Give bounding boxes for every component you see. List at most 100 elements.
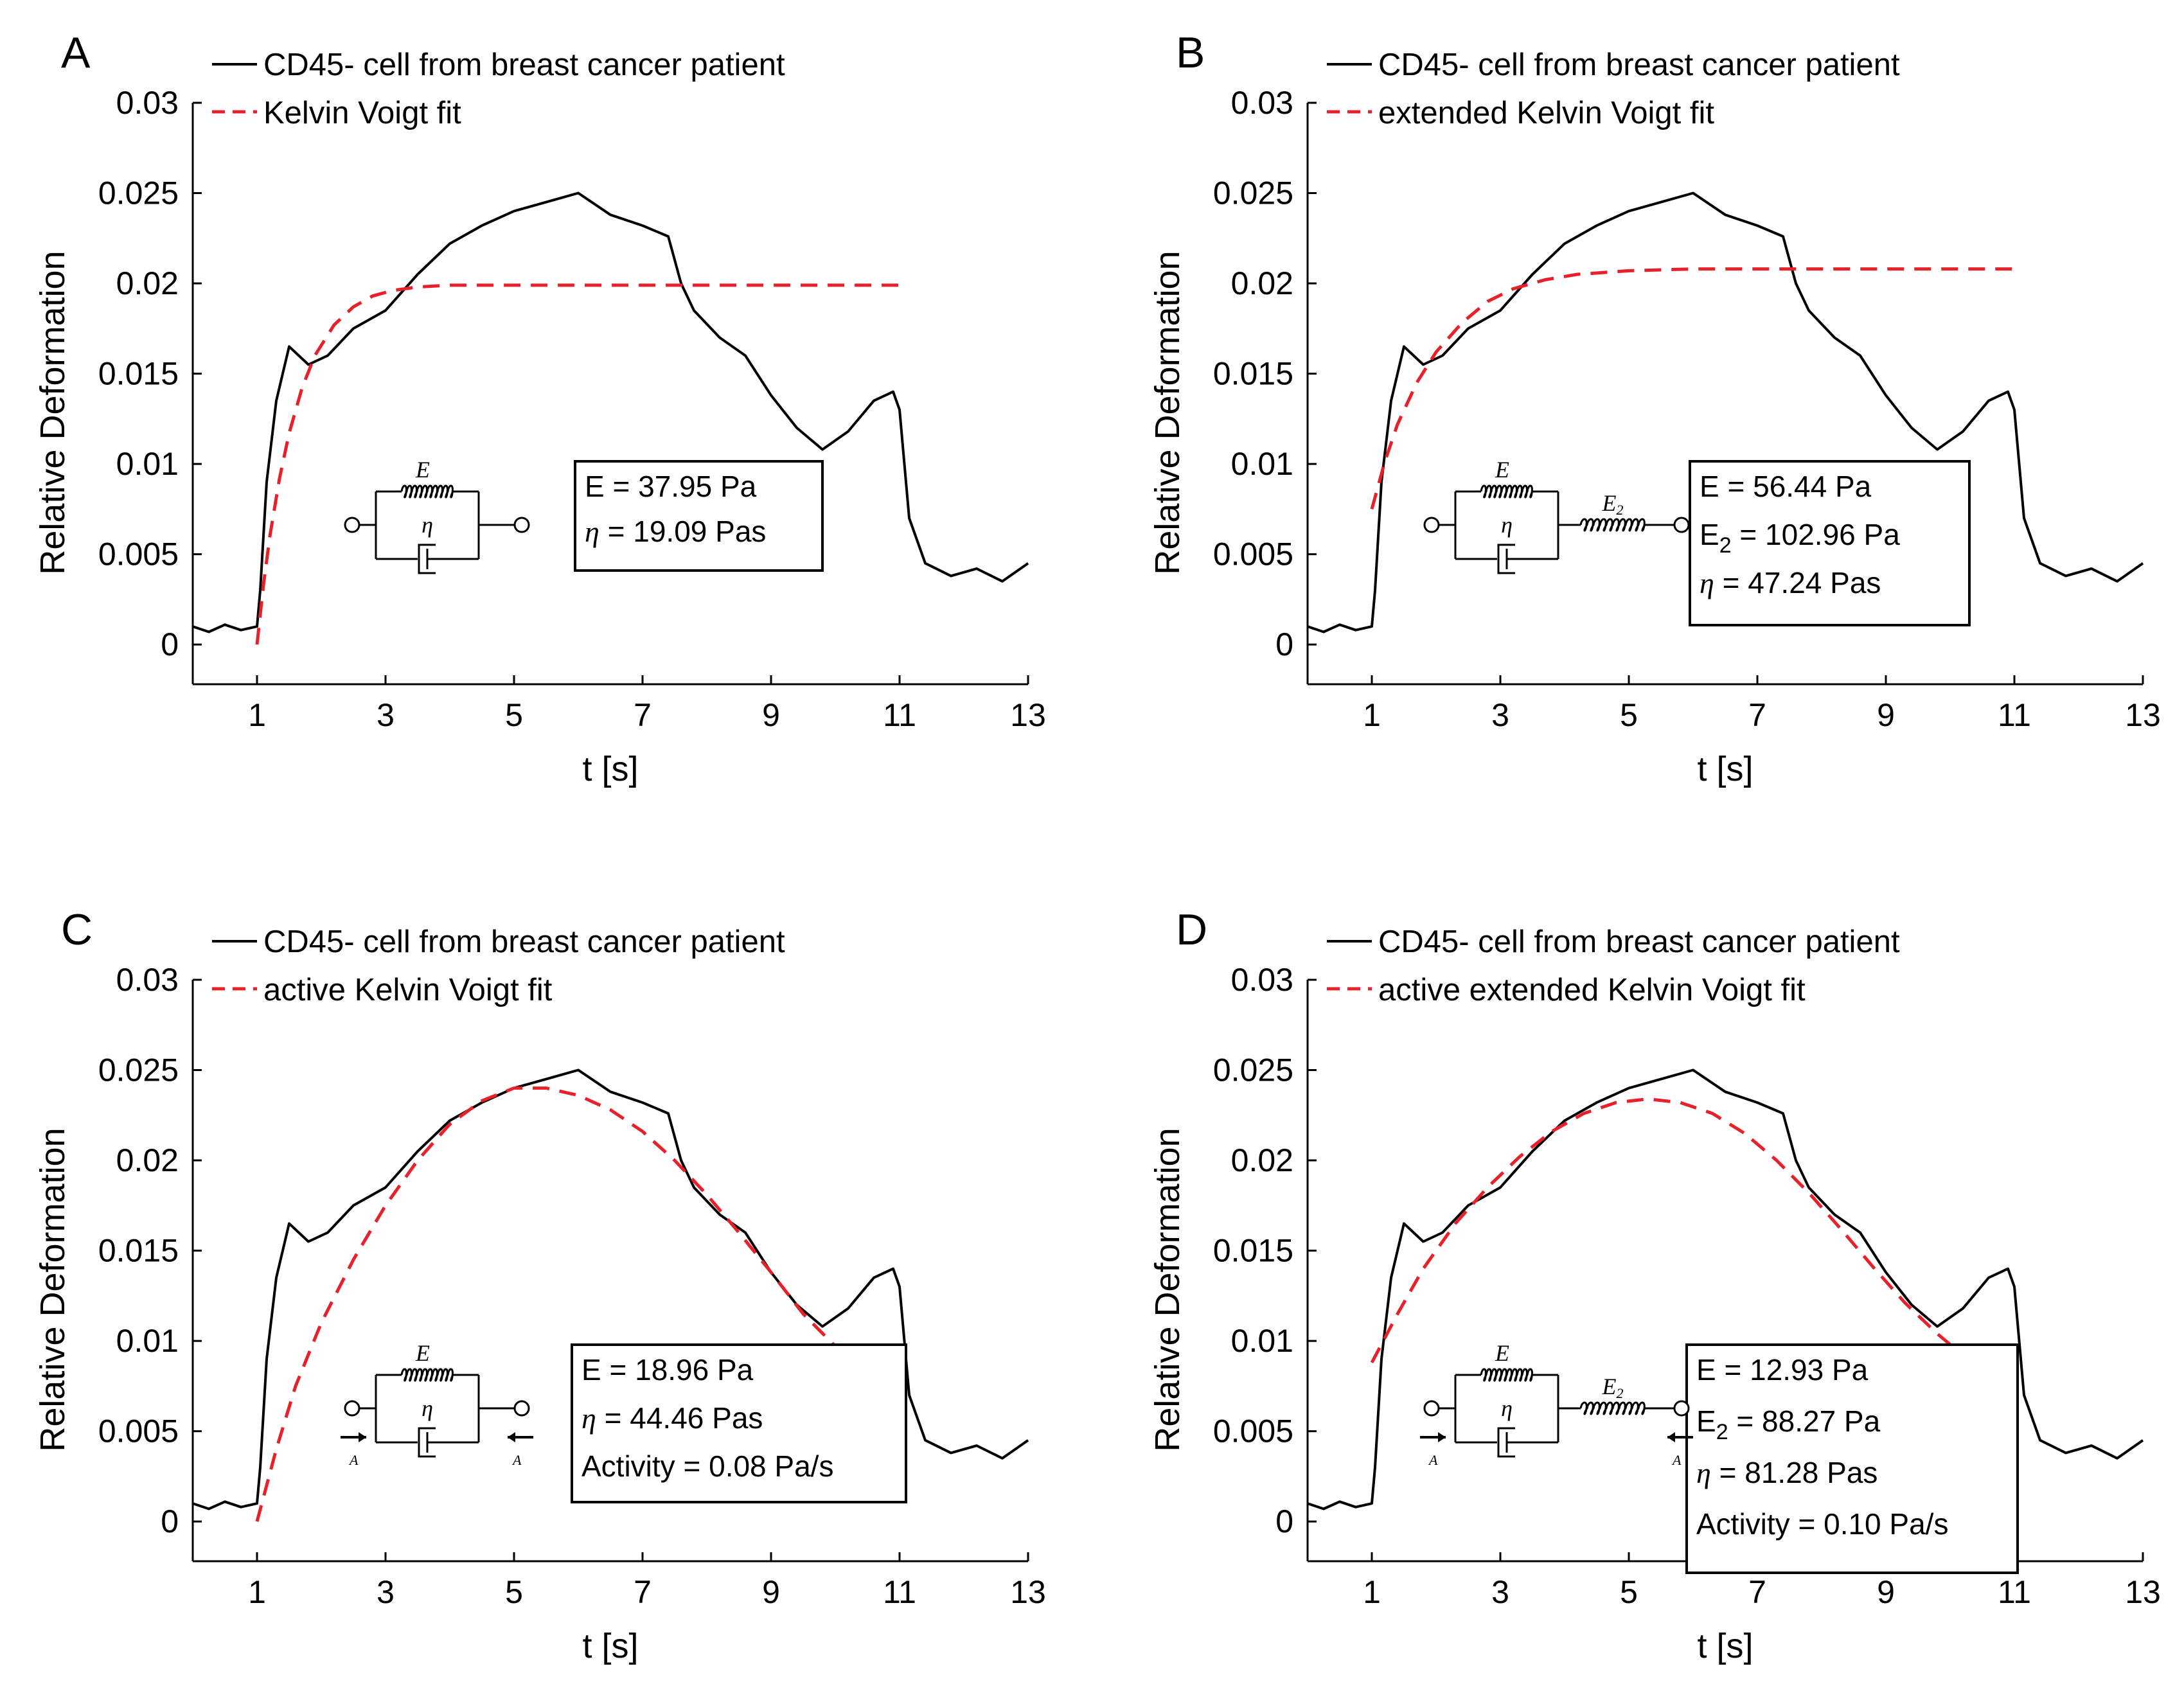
parameter-box bbox=[571, 1343, 907, 1503]
parameter-value: = 47.24 Pas bbox=[1714, 566, 1881, 599]
x-tick-label: 9 bbox=[1877, 697, 1895, 733]
x-tick-label: 3 bbox=[377, 697, 395, 733]
x-tick-label: 3 bbox=[377, 1574, 395, 1610]
x-tick-label: 13 bbox=[2125, 1574, 2161, 1610]
legend-label-data: CD45- cell from breast cancer patient bbox=[1378, 925, 1900, 959]
terminal-right bbox=[513, 1400, 530, 1417]
x-tick-label: 13 bbox=[2125, 697, 2161, 733]
label-e: E bbox=[1495, 1340, 1509, 1366]
y-tick-label: 0.005 bbox=[1213, 1413, 1293, 1449]
x-axis-label: t [s] bbox=[1697, 750, 1753, 788]
label-activity-right: A bbox=[511, 1452, 522, 1468]
fit-curve bbox=[1370, 267, 2014, 510]
data-curve bbox=[1307, 1068, 2144, 1510]
parameter-subscript: 2 bbox=[1719, 533, 1732, 558]
legend-label-data: CD45- cell from breast cancer patient bbox=[1378, 48, 1900, 82]
rheology-diagram: Eη bbox=[344, 457, 530, 574]
fit-curve bbox=[255, 1086, 837, 1522]
y-tick-label: 0 bbox=[1275, 1503, 1293, 1539]
label-e: E bbox=[1495, 457, 1509, 483]
terminal-left bbox=[1423, 517, 1440, 533]
y-tick-label: 0.025 bbox=[98, 1052, 179, 1088]
terminal-left bbox=[344, 1400, 360, 1417]
legend-label-data: CD45- cell from breast cancer patient bbox=[263, 48, 785, 82]
y-tick-label: 0.01 bbox=[116, 1323, 179, 1359]
panel-letter: B bbox=[1176, 28, 1205, 77]
x-tick-label: 1 bbox=[248, 1574, 266, 1610]
y-tick-label: 0.015 bbox=[98, 356, 179, 392]
x-tick-label: 9 bbox=[762, 697, 780, 733]
legend-label-fit: active extended Kelvin Voigt fit bbox=[1378, 973, 1806, 1007]
y-tick-label: 0.005 bbox=[98, 536, 179, 572]
legend-label-data: CD45- cell from breast cancer patient bbox=[263, 925, 785, 959]
x-axis-label: t [s] bbox=[582, 750, 638, 788]
y-tick-label: 0.03 bbox=[116, 85, 179, 121]
y-tick-label: 0.02 bbox=[116, 265, 179, 301]
parameter-symbol: η bbox=[585, 515, 599, 548]
terminal-right bbox=[1673, 517, 1690, 533]
y-tick-label: 0.01 bbox=[1231, 1323, 1293, 1359]
panel-letter: C bbox=[61, 905, 93, 954]
x-tick-label: 1 bbox=[1363, 697, 1381, 733]
y-tick-label: 0 bbox=[161, 1503, 179, 1539]
parameter-text: Activity = 0.10 Pa/s bbox=[1696, 1507, 1948, 1541]
y-tick-label: 0.025 bbox=[98, 175, 179, 211]
data-curve bbox=[192, 1068, 1029, 1510]
y-tick-label: 0 bbox=[1275, 626, 1293, 662]
dashpot-cylinder bbox=[418, 544, 436, 574]
parameter-subscript: 2 bbox=[1716, 1420, 1728, 1444]
parameter-value: = 102.96 Pa bbox=[1732, 518, 1901, 551]
y-tick-label: 0.03 bbox=[1231, 962, 1293, 998]
arrowhead-right-icon bbox=[508, 1432, 515, 1442]
parameter-symbol: E bbox=[1700, 518, 1719, 551]
parameter-value: = 81.28 Pas bbox=[1711, 1456, 1878, 1489]
parameter-text: E2 = 102.96 Pa bbox=[1700, 518, 1900, 558]
parameter-box bbox=[1689, 460, 1971, 626]
label-e: E bbox=[415, 457, 430, 483]
x-tick-label: 5 bbox=[1620, 697, 1638, 733]
x-tick-label: 5 bbox=[1620, 1574, 1638, 1610]
label-activity-left: A bbox=[1428, 1452, 1438, 1468]
x-tick-label: 11 bbox=[883, 1574, 916, 1610]
x-tick-label: 9 bbox=[1877, 1574, 1895, 1610]
parameter-value: = 19.09 Pas bbox=[599, 515, 767, 548]
legend-label-fit: Kelvin Voigt fit bbox=[263, 96, 461, 130]
y-tick-label: 0 bbox=[161, 626, 179, 662]
y-axis-label: Relative Deformation bbox=[33, 251, 72, 574]
terminal-right bbox=[1673, 1400, 1690, 1417]
parameter-text: Activity = 0.08 Pa/s bbox=[582, 1449, 833, 1483]
x-tick-label: 7 bbox=[1748, 1574, 1766, 1610]
x-tick-label: 5 bbox=[505, 697, 523, 733]
y-tick-label: 0.03 bbox=[116, 962, 179, 998]
x-tick-label: 7 bbox=[634, 697, 652, 733]
terminal-right bbox=[513, 517, 530, 533]
y-tick-label: 0.02 bbox=[1231, 1142, 1293, 1178]
terminal-left bbox=[1423, 1400, 1440, 1417]
label-activity-left: A bbox=[348, 1452, 359, 1468]
spring-e bbox=[400, 484, 454, 499]
label-eta: η bbox=[1501, 1395, 1513, 1421]
fit-curve bbox=[1370, 1097, 1951, 1363]
x-tick-label: 1 bbox=[248, 697, 266, 733]
parameter-text: η = 44.46 Pas bbox=[582, 1401, 763, 1435]
parameter-text: η = 81.28 Pas bbox=[1696, 1456, 1878, 1489]
spring-e bbox=[1480, 1368, 1534, 1382]
x-tick-label: 3 bbox=[1491, 697, 1509, 733]
x-tick-label: 7 bbox=[634, 1574, 652, 1610]
y-tick-label: 0.005 bbox=[1213, 536, 1293, 572]
y-tick-label: 0.01 bbox=[1231, 446, 1293, 482]
rheology-diagram: Eη E2 A A bbox=[1420, 1340, 1693, 1468]
spring-e bbox=[1480, 484, 1534, 499]
label-e: E bbox=[415, 1340, 430, 1366]
parameter-symbol: E bbox=[1696, 1404, 1716, 1438]
x-axis-label: t [s] bbox=[1697, 1627, 1753, 1665]
y-tick-label: 0.025 bbox=[1213, 1052, 1293, 1088]
label-e2-sub: 2 bbox=[1617, 1385, 1624, 1401]
spring-e bbox=[400, 1368, 454, 1382]
terminal-left bbox=[344, 517, 360, 533]
arrowhead-right-icon bbox=[1667, 1432, 1675, 1442]
